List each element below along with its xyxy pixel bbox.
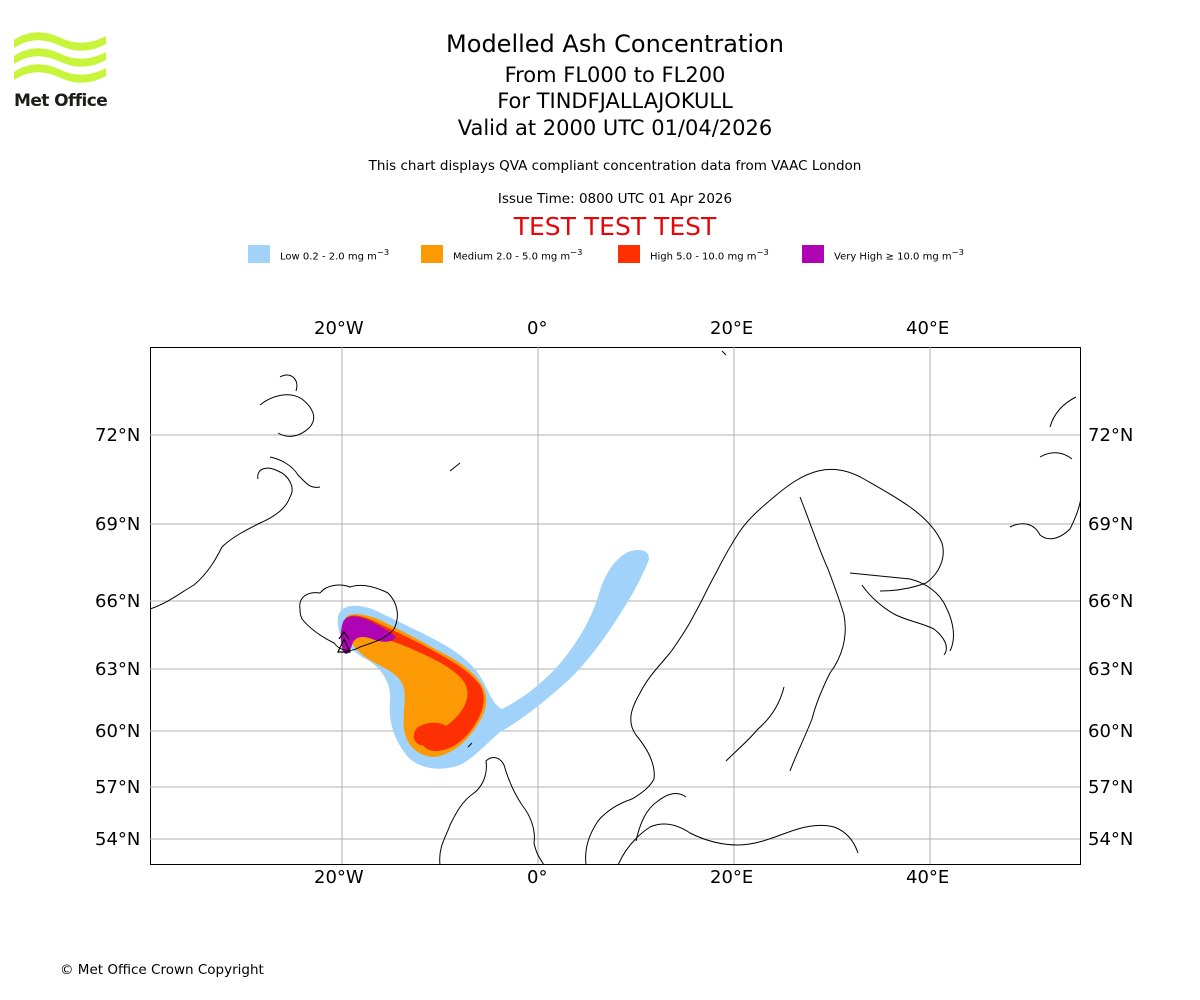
lat-label-left-54n: 54°N — [95, 829, 141, 850]
coast-iceland — [299, 584, 398, 651]
logo-text: Met Office — [14, 91, 108, 111]
lat-label-left-60n: 60°N — [95, 721, 141, 742]
lat-label-right-72n: 72°N — [1088, 425, 1134, 446]
ash-very-high-region — [340, 616, 396, 654]
ash-medium-region — [344, 614, 487, 757]
lon-label-bottom-20w: 20°W — [314, 867, 364, 888]
test-banner: TEST TEST TEST — [513, 212, 717, 241]
met-office-logo-icon — [14, 32, 106, 83]
lon-label-top-40e: 40°E — [906, 318, 950, 339]
coastlines — [150, 350, 1080, 864]
legend-swatch-medium — [421, 245, 443, 263]
lon-label-bottom-40e: 40°E — [906, 867, 950, 888]
legend-label-very-high: Very High ≥ 10.0 mg m — [834, 251, 952, 263]
coast-novaya-zemlya — [1039, 396, 1077, 460]
border-sweden-finland — [725, 496, 846, 772]
lat-label-left-63n: 63°N — [95, 659, 141, 680]
legend-swatch-high — [618, 245, 640, 263]
legend-label-medium: Medium 2.0 - 5.0 mg m — [453, 251, 571, 263]
lat-label-right-66n: 66°N — [1088, 591, 1134, 612]
lon-label-bottom-0: 0° — [527, 867, 548, 888]
lat-label-left-66n: 66°N — [95, 591, 141, 612]
lat-label-left-72n: 72°N — [95, 425, 141, 446]
chart-description: This chart displays QVA compliant concen… — [368, 158, 862, 174]
legend-swatch-low — [248, 245, 270, 263]
lon-label-top-20w: 20°W — [314, 318, 364, 339]
lat-label-left-57n: 57°N — [95, 777, 141, 798]
volcano-name: For TINDFJALLAJOKULL — [497, 89, 733, 113]
coast-faroe — [467, 742, 473, 748]
legend-exp-high: −3 — [756, 247, 769, 257]
copyright: © Met Office Crown Copyright — [60, 962, 264, 978]
legend-exp-low: −3 — [376, 247, 390, 257]
lat-label-right-57n: 57°N — [1088, 777, 1134, 798]
lat-label-right-54n: 54°N — [1088, 829, 1134, 850]
issue-time: Issue Time: 0800 UTC 01 Apr 2026 — [497, 191, 733, 207]
coast-uk — [439, 757, 544, 864]
coast-scandinavia — [585, 468, 947, 864]
coast-bear-island — [721, 350, 727, 356]
coast-denmark — [635, 793, 687, 842]
coast-russia — [849, 500, 1080, 652]
legend-label-low: Low 0.2 - 2.0 mg m — [280, 251, 377, 263]
lat-label-left-69n: 69°N — [95, 514, 141, 535]
ash-high-patch — [413, 722, 452, 746]
legend-exp-very-high: −3 — [951, 247, 964, 257]
lon-label-top-0: 0° — [527, 318, 548, 339]
legend-exp-medium: −3 — [570, 247, 583, 257]
lon-label-bottom-20e: 20°E — [710, 867, 754, 888]
valid-time: Valid at 2000 UTC 01/04/2026 — [457, 116, 773, 140]
coast-greenland — [150, 374, 321, 610]
ash-map — [150, 347, 1081, 865]
lat-label-right-69n: 69°N — [1088, 514, 1134, 535]
coast-jan-mayen — [449, 462, 461, 472]
legend-swatch-very-high — [802, 245, 824, 263]
lat-label-right-60n: 60°N — [1088, 721, 1134, 742]
legend-label-high: High 5.0 - 10.0 mg m — [650, 251, 757, 263]
lon-label-top-20e: 20°E — [710, 318, 754, 339]
chart-title: Modelled Ash Concentration — [446, 30, 784, 58]
flight-level-range: From FL000 to FL200 — [504, 63, 726, 87]
lat-label-right-63n: 63°N — [1088, 659, 1134, 680]
coast-baltic — [617, 823, 859, 864]
volcano-marker-icon — [337, 630, 351, 653]
